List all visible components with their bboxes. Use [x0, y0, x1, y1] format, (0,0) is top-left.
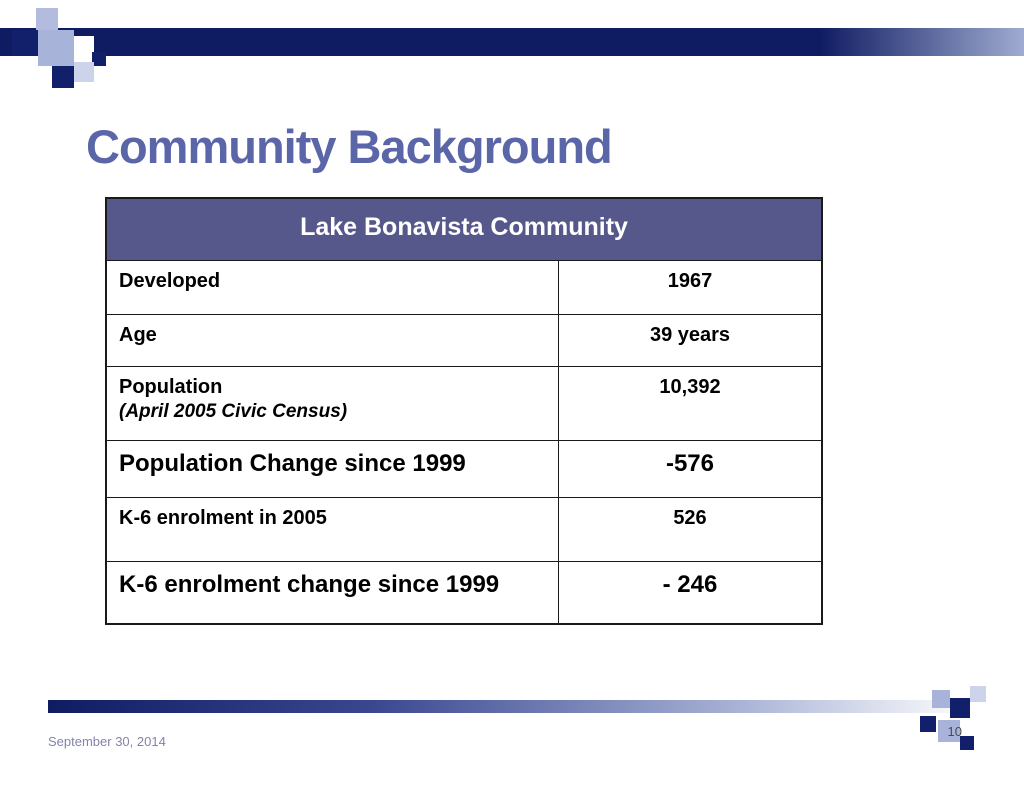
row-value: 1967: [667, 270, 713, 292]
footer-date: September 30, 2014: [48, 734, 166, 749]
row-value: 10,392: [659, 376, 721, 398]
top-accent-bar: [0, 28, 1024, 56]
mosaic-square: [920, 716, 936, 732]
table-row: Age 39 years: [107, 314, 821, 366]
bottom-accent-bar: [48, 700, 975, 713]
row-value: 39 years: [649, 324, 731, 346]
mosaic-square: [950, 698, 970, 718]
row-label: Population Change since 1999: [107, 441, 559, 497]
mosaic-square: [38, 30, 74, 66]
mosaic-square: [92, 52, 106, 66]
mosaic-square: [12, 30, 38, 56]
table-row: Population (April 2005 Civic Census) 10,…: [107, 366, 821, 440]
row-value: -576: [665, 450, 715, 477]
mosaic-square: [36, 8, 58, 30]
row-label-sub: (April 2005 Civic Census): [119, 401, 348, 422]
mosaic-square: [970, 686, 986, 702]
mosaic-square: [74, 36, 94, 56]
row-label: K-6 enrolment change since 1999: [107, 562, 559, 623]
table-row: K-6 enrolment change since 1999 - 246: [107, 561, 821, 623]
table-row: Population Change since 1999 -576: [107, 440, 821, 497]
mosaic-square: [960, 736, 974, 750]
bottom-right-mosaic: [912, 684, 1012, 764]
row-label-main: Population: [119, 376, 223, 398]
row-label: K-6 enrolment in 2005: [107, 498, 559, 561]
mosaic-square: [74, 62, 94, 82]
mosaic-square: [52, 66, 74, 88]
row-label: Developed: [107, 261, 559, 314]
table-row: Developed 1967: [107, 260, 821, 314]
row-label: Population (April 2005 Civic Census): [107, 367, 559, 440]
page-title: Community Background: [86, 120, 613, 174]
mosaic-square: [932, 690, 950, 708]
top-left-mosaic: [0, 0, 120, 110]
table-row: K-6 enrolment in 2005 526: [107, 497, 821, 561]
row-value: - 246: [662, 571, 718, 598]
row-value: 526: [673, 507, 707, 529]
row-label: Age: [107, 315, 559, 366]
community-table: Lake Bonavista Community Developed 1967 …: [105, 197, 823, 625]
mosaic-square: [938, 720, 960, 742]
page-number: 10: [947, 724, 962, 739]
table-title: Lake Bonavista Community: [107, 199, 821, 260]
